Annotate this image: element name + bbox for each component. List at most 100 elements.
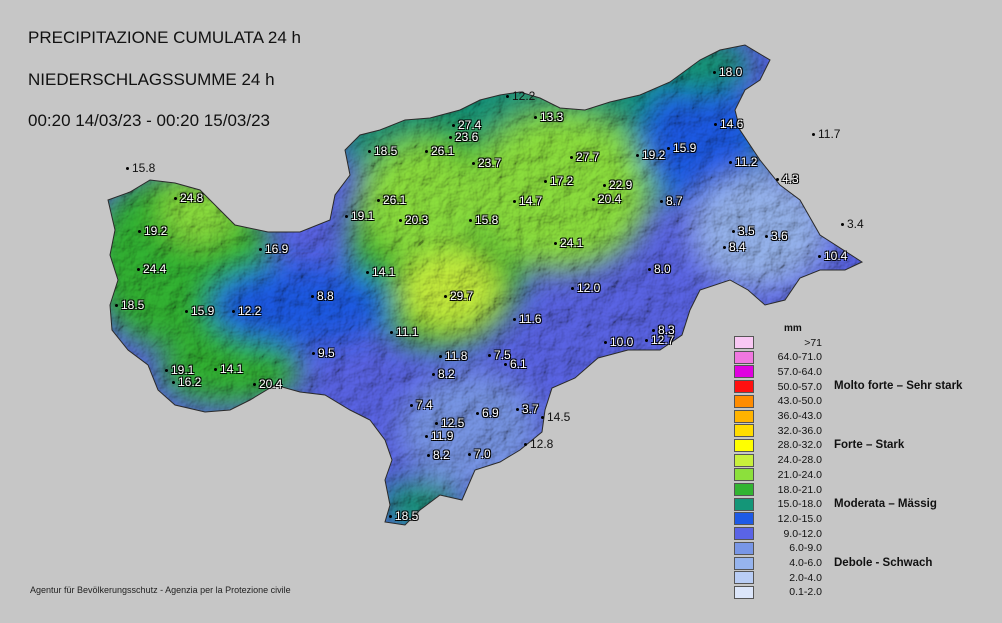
station-label: 14.5 (541, 411, 570, 423)
station-dot (185, 310, 188, 314)
station-dot (389, 515, 392, 519)
station-value: 11.7 (818, 127, 841, 141)
title-german: NIEDERSCHLAGSSUMME 24 h (28, 70, 275, 89)
legend-label: 4.0-6.0 (789, 557, 822, 569)
station-value: 18.5 (121, 298, 145, 312)
station-dot (544, 180, 547, 184)
station-label: 27.4 (452, 119, 481, 131)
station-dot (648, 268, 651, 272)
legend-label: 32.0-36.0 (777, 424, 822, 437)
station-value: 22.9 (609, 178, 633, 192)
station-label: 20.4 (592, 193, 621, 205)
station-value: 26.1 (431, 144, 455, 158)
station-dot (713, 71, 716, 75)
station-dot (645, 339, 648, 343)
station-value: 16.9 (265, 242, 289, 256)
legend-category-weak: Debole - Schwach (834, 557, 933, 569)
station-value: 8.4 (729, 240, 746, 254)
legend-category-strong: Forte – Stark (834, 439, 905, 451)
station-dot (432, 373, 435, 377)
station-value: 7.4 (416, 398, 433, 412)
station-value: 14.1 (372, 265, 396, 279)
station-value: 3.4 (847, 217, 864, 231)
station-label: 8.7 (660, 195, 683, 207)
station-label: 11.9 (425, 430, 453, 442)
station-label: 3.4 (841, 218, 864, 230)
station-dot (604, 341, 607, 345)
legend-label: 57.0-64.0 (777, 365, 822, 378)
station-dot (667, 147, 670, 151)
station-label: 4.3 (776, 173, 799, 185)
legend-swatch (734, 453, 754, 467)
station-dot (534, 116, 537, 120)
station-dot (377, 199, 380, 203)
legend-category-moderate: Moderata – Mässig (834, 498, 937, 510)
legend-swatch (734, 497, 754, 511)
legend-label: 43.0-50.0 (777, 395, 822, 408)
station-value: 7.0 (474, 447, 491, 461)
station-dot (427, 454, 430, 458)
legend-swatch (734, 571, 754, 585)
station-dot (603, 184, 606, 188)
station-dot (765, 235, 768, 239)
station-value: 24.4 (143, 262, 167, 276)
station-label: 26.1 (377, 194, 406, 206)
station-label: 19.1 (345, 210, 374, 222)
station-value: 6.9 (482, 406, 499, 420)
legend-swatch (734, 468, 754, 482)
station-dot (452, 124, 455, 128)
legend-label: 9.0-12.0 (783, 527, 822, 540)
legend-swatch (734, 336, 754, 349)
station-dot (174, 197, 177, 201)
station-label: 24.4 (137, 263, 166, 275)
station-label: 15.8 (469, 214, 498, 226)
station-label: 14.7 (513, 195, 542, 207)
station-value: 20.4 (259, 377, 283, 391)
station-dot (311, 295, 314, 299)
station-label: 17.2 (544, 175, 573, 187)
station-label: 9.5 (312, 347, 335, 359)
station-dot (399, 219, 402, 223)
station-label: 14.1 (366, 266, 395, 278)
station-value: 19.2 (642, 148, 666, 162)
station-dot (435, 422, 438, 426)
station-dot (506, 95, 509, 99)
station-dot (126, 167, 129, 171)
legend-swatch (734, 365, 754, 379)
station-dot (723, 246, 726, 250)
legend-label: 36.0-43.0 (777, 410, 822, 422)
station-value: 14.7 (519, 194, 543, 208)
station-value: 12.8 (530, 437, 554, 451)
station-dot (368, 150, 371, 154)
station-value: 3.6 (771, 229, 788, 243)
station-dot (172, 381, 175, 385)
station-label: 11.8 (439, 350, 467, 362)
legend-label: 15.0-18.0 (777, 498, 822, 511)
station-value: 14.1 (220, 362, 244, 376)
legend-label: 0.1-2.0 (789, 586, 822, 599)
station-value: 10.0 (610, 335, 634, 349)
station-value: 15.8 (132, 161, 156, 175)
station-label: 18.5 (368, 145, 397, 157)
station-dot (652, 329, 655, 333)
legend-label: 2.0-4.0 (789, 571, 822, 584)
station-value: 13.3 (540, 110, 564, 124)
station-label: 23.7 (472, 157, 501, 169)
station-value: 15.9 (191, 304, 215, 318)
station-label: 12.7 (645, 334, 674, 346)
legend-swatch (734, 394, 754, 408)
station-label: 19.1 (165, 364, 194, 376)
station-dot (137, 268, 140, 272)
station-value: 11.8 (445, 349, 468, 363)
legend-label: 64.0-71.0 (777, 351, 822, 364)
station-label: 12.5 (435, 417, 464, 429)
station-value: 11.2 (735, 155, 758, 169)
station-dot (636, 154, 639, 158)
station-label: 8.0 (648, 263, 671, 275)
station-label: 15.9 (185, 305, 214, 317)
station-value: 27.4 (458, 118, 482, 132)
station-label: 3.5 (732, 225, 755, 237)
station-label: 12.8 (524, 438, 553, 450)
station-value: 3.7 (522, 402, 539, 416)
